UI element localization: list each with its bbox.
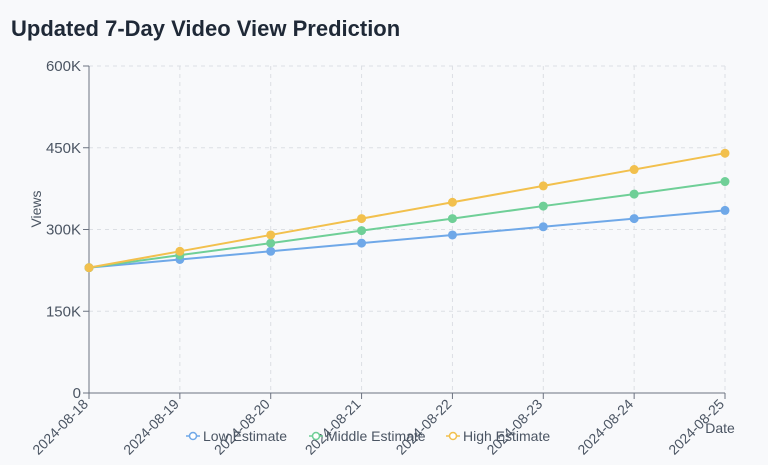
y-axis-ticks: 0 150K 300K 450K 600K <box>46 58 89 402</box>
data-point-middle-estimate[interactable] <box>720 177 730 187</box>
x-tick-label: 2024-08-23 <box>483 396 545 458</box>
chart-title: Updated 7-Day Video View Prediction <box>11 16 401 41</box>
data-point-low-estimate[interactable] <box>629 214 639 224</box>
data-point-low-estimate[interactable] <box>538 222 548 232</box>
data-point-middle-estimate[interactable] <box>629 189 639 199</box>
series-line-low-estimate <box>88 209 726 269</box>
x-tick-label: 2024-08-20 <box>211 396 273 458</box>
data-point-high-estimate[interactable] <box>629 165 639 175</box>
data-point-middle-estimate[interactable] <box>538 201 548 211</box>
y-axis-label: Views <box>28 190 44 227</box>
axes <box>88 66 725 394</box>
y-tick-label: 150K <box>46 303 81 320</box>
legend-label: High Estimate <box>463 428 550 444</box>
data-point-high-estimate[interactable] <box>266 230 276 240</box>
y-tick-label: 450K <box>46 140 81 157</box>
data-point-low-estimate[interactable] <box>266 246 276 256</box>
series-line-middle-estimate <box>88 180 726 269</box>
series-line-high-estimate <box>88 152 726 269</box>
data-point-high-estimate[interactable] <box>720 148 730 158</box>
data-point-low-estimate[interactable] <box>357 238 367 248</box>
legend-item-middle-estimate[interactable]: Middle Estimate <box>309 428 426 444</box>
series-group <box>84 148 730 273</box>
data-point-high-estimate[interactable] <box>84 263 94 273</box>
grid <box>89 65 726 393</box>
legend-label: Low Estimate <box>203 428 287 444</box>
x-tick-label: 2024-08-24 <box>574 396 636 458</box>
x-tick-label: 2024-08-18 <box>29 396 91 458</box>
legend[interactable]: Low Estimate Middle Estimate High Estimate <box>186 428 550 444</box>
y-tick-label: 0 <box>73 385 81 402</box>
legend-marker <box>448 431 458 441</box>
data-point-high-estimate[interactable] <box>175 246 185 256</box>
legend-marker <box>311 431 321 441</box>
x-tick-label: 2024-08-19 <box>120 396 182 458</box>
data-point-low-estimate[interactable] <box>720 205 730 215</box>
data-point-middle-estimate[interactable] <box>357 226 367 236</box>
data-point-high-estimate[interactable] <box>357 214 367 224</box>
x-tick-label: 2024-08-21 <box>302 396 364 458</box>
data-point-middle-estimate[interactable] <box>447 214 457 224</box>
x-tick-label: 2024-08-22 <box>393 396 455 458</box>
legend-label: Middle Estimate <box>326 428 426 444</box>
legend-marker <box>188 431 198 441</box>
x-axis-ticks: 2024-08-18 2024-08-19 2024-08-20 2024-08-21… <box>29 393 727 458</box>
legend-item-low-estimate[interactable]: Low Estimate <box>186 428 287 444</box>
legend-item-high-estimate[interactable]: High Estimate <box>446 428 550 444</box>
data-point-middle-estimate[interactable] <box>266 238 276 248</box>
data-point-low-estimate[interactable] <box>447 230 457 240</box>
x-axis-label: Date <box>705 420 735 436</box>
y-tick-label: 300K <box>46 222 81 239</box>
data-point-high-estimate[interactable] <box>538 181 548 191</box>
y-tick-label: 600K <box>46 58 81 75</box>
data-point-high-estimate[interactable] <box>447 197 457 207</box>
